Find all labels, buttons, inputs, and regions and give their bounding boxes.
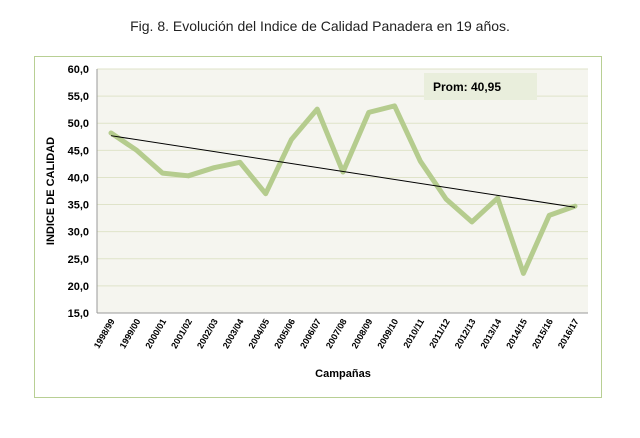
x-tick-label: 2007/08 (324, 317, 349, 350)
y-tick-label: 35,0 (68, 200, 89, 212)
x-tick-label: 2010/11 (401, 317, 426, 350)
x-tick-label: 2002/03 (195, 317, 220, 350)
x-tick-label: 2016/17 (556, 317, 581, 350)
x-tick-label: 2011/12 (427, 317, 452, 350)
x-tick-label: 2006/07 (298, 317, 323, 350)
x-tick-label: 2013/14 (478, 317, 503, 350)
plot-area (97, 69, 588, 313)
annotation-box (424, 73, 537, 100)
y-tick-label: 40,0 (68, 172, 89, 184)
y-axis-title: INDICE DE CALIDAD (45, 137, 57, 245)
average-annotation: Prom: 40,95 (433, 80, 501, 94)
y-tick-label: 30,0 (68, 227, 89, 239)
x-tick-label: 1998/99 (92, 317, 117, 350)
trend-line (110, 135, 576, 208)
x-tick-label: 2008/09 (350, 317, 375, 350)
y-tick-label: 15,0 (68, 308, 89, 320)
y-tick-label: 20,0 (68, 281, 89, 293)
x-tick-label: 2004/05 (246, 317, 271, 350)
y-tick-label: 55,0 (68, 91, 89, 103)
x-tick-label: 2001/02 (169, 317, 194, 350)
x-axis-title: Campañas (315, 368, 371, 380)
x-tick-label: 2014/15 (504, 317, 529, 350)
x-tick-label: 2015/16 (530, 317, 555, 350)
x-tick-label: 2005/06 (272, 317, 297, 350)
y-tick-label: 25,0 (68, 254, 89, 266)
y-tick-label: 50,0 (68, 118, 89, 130)
chart-frame (34, 56, 602, 398)
x-tick-label: 2003/04 (221, 317, 246, 350)
x-tick-label: 2000/01 (143, 317, 168, 350)
x-tick-label: 2012/13 (453, 317, 478, 350)
x-tick-label: 1999/00 (118, 317, 143, 350)
x-tick-label: 2009/10 (375, 317, 400, 350)
y-tick-label: 60,0 (68, 64, 89, 76)
y-tick-label: 45,0 (68, 145, 89, 157)
chart-title: Fig. 8. Evolución del Indice de Calidad … (130, 18, 510, 34)
